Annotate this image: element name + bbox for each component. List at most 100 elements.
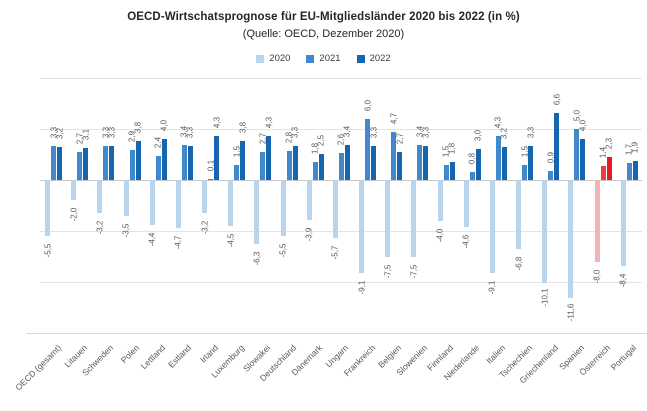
bar-2022	[187, 146, 193, 180]
bar-2022	[501, 147, 507, 180]
bar-2022	[449, 162, 455, 180]
bar-2020	[594, 180, 600, 262]
value-label: 4,3	[212, 116, 222, 128]
value-label: 3,2	[499, 127, 509, 139]
bar-2020	[516, 180, 522, 249]
gridline	[40, 231, 642, 232]
bar-2022	[109, 146, 115, 180]
value-label: 4,3	[264, 116, 274, 128]
value-label: -5,5	[43, 243, 52, 257]
bar-2022	[632, 161, 638, 180]
bar-2021	[626, 163, 632, 180]
bar-2020	[489, 180, 495, 273]
value-label: 6,6	[552, 93, 562, 105]
bar-2020	[254, 180, 260, 244]
value-label: 1,9	[630, 141, 640, 153]
legend-swatch-2020	[256, 54, 265, 63]
value-label: -4,6	[461, 234, 471, 248]
legend-label: 2022	[369, 53, 391, 64]
bar-2020	[228, 180, 234, 226]
bar-2021	[469, 172, 475, 180]
gridline	[40, 78, 642, 79]
value-label: 3,3	[526, 126, 536, 138]
bar-2020	[568, 180, 574, 298]
value-label: -4,0	[435, 228, 445, 242]
bar-2021	[391, 132, 397, 180]
bar-2021	[155, 156, 161, 180]
bar-2022	[397, 152, 403, 180]
value-label: -3,2	[200, 220, 210, 234]
bar-2020	[306, 180, 312, 220]
bar-2021	[77, 152, 83, 180]
legend: 2020 2021 2022	[0, 53, 647, 64]
bar-2022	[135, 141, 141, 180]
value-label: 3,3	[369, 126, 379, 138]
value-label: 4,0	[159, 119, 169, 131]
bar-2022	[344, 145, 350, 180]
bar-2021	[338, 153, 344, 180]
bar-2020	[97, 180, 103, 213]
value-label: 3,2	[55, 127, 64, 139]
value-label: 3,3	[290, 126, 300, 138]
bar-2022	[423, 146, 429, 180]
bar-2021	[51, 146, 56, 180]
bar-2021	[260, 152, 266, 180]
value-label: 2,5	[316, 134, 326, 146]
bar-2021	[365, 119, 371, 180]
bar-2021	[286, 151, 292, 180]
bar-2020	[437, 180, 443, 221]
bar-2020	[123, 180, 129, 216]
value-label: -3,5	[121, 223, 131, 237]
bar-2021	[574, 129, 580, 180]
value-label: 2,3	[604, 137, 614, 149]
value-label: -8,0	[592, 269, 602, 283]
bar-2021	[548, 171, 554, 180]
value-label: -6,8	[514, 256, 524, 270]
value-label: 6,0	[363, 99, 373, 111]
value-label: 3,3	[107, 126, 117, 138]
value-label: 3,3	[185, 126, 195, 138]
bar-2022	[214, 136, 220, 180]
legend-label: 2020	[269, 53, 291, 64]
value-label: 4,0	[578, 119, 588, 131]
value-label: -5,7	[330, 245, 340, 259]
bar-2020	[542, 180, 548, 283]
bar-2022	[292, 146, 298, 180]
bar-2022	[57, 147, 62, 180]
bar-2022	[266, 136, 272, 180]
bar-2022	[161, 139, 167, 180]
bar-2022	[240, 141, 246, 180]
bar-2020	[202, 180, 208, 213]
bar-2021	[495, 136, 501, 180]
bar-2020	[463, 180, 469, 227]
gridline	[40, 282, 642, 283]
bar-2020	[411, 180, 417, 257]
bar-2020	[359, 180, 365, 273]
bar-2022	[606, 157, 612, 180]
bar-2020	[175, 180, 181, 228]
plot-bottom-border	[26, 333, 647, 334]
value-label: -4,7	[173, 235, 183, 249]
value-label: 3,8	[238, 121, 248, 133]
value-label: 3,8	[133, 121, 143, 133]
value-label: -11,6	[566, 303, 576, 321]
bar-2021	[129, 150, 135, 180]
bar-2022	[528, 146, 534, 180]
chart-title: OECD-Wirtschatsprognose für EU-Mitglieds…	[127, 11, 520, 23]
value-label: -5,5	[278, 243, 288, 257]
value-label: 1,8	[447, 142, 457, 154]
value-label: -4,4	[147, 232, 157, 246]
bar-2022	[318, 154, 324, 180]
bar-2020	[280, 180, 286, 236]
bar-2022	[580, 139, 586, 180]
bar-2020	[385, 180, 391, 257]
value-label: -4,5	[226, 233, 236, 247]
value-label: -9,1	[357, 280, 367, 294]
legend-item-2021: 2021	[306, 53, 341, 64]
bar-2020	[71, 180, 77, 200]
value-label: -10,1	[540, 287, 550, 307]
zero-axis-line	[40, 180, 642, 181]
bar-2021	[417, 145, 423, 180]
bar-2020	[45, 180, 50, 236]
